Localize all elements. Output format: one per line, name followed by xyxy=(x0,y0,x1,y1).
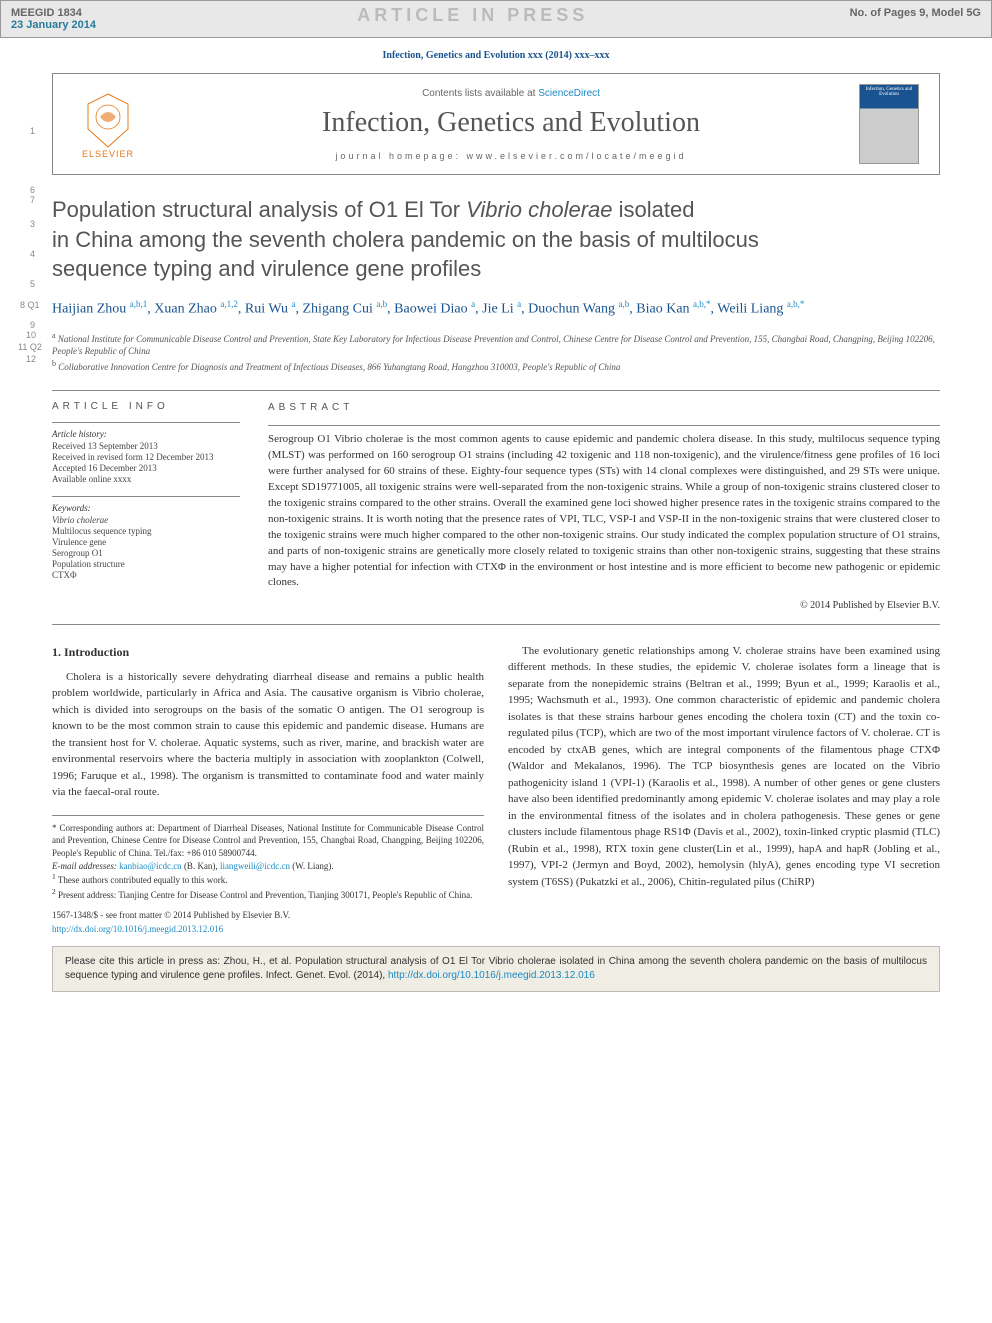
keyword: Population structure xyxy=(52,559,240,569)
pages-model: No. of Pages 9, Model 5G xyxy=(850,7,981,31)
article-info: ARTICLE INFO Article history: Received 1… xyxy=(52,391,252,624)
body-columns: 1. Introduction Cholera is a historicall… xyxy=(52,643,940,937)
contents-available: Contents lists available at ScienceDirec… xyxy=(163,88,859,99)
body-paragraph: The evolutionary genetic relationships a… xyxy=(508,643,940,891)
sciencedirect-link[interactable]: ScienceDirect xyxy=(538,88,600,99)
proof-date: 23 January 2014 xyxy=(11,19,96,31)
doi-block: 1567-1348/$ - see front matter © 2014 Pu… xyxy=(52,909,484,936)
abstract-text: Serogroup O1 Vibrio cholerae is the most… xyxy=(268,425,940,591)
footnote-1: 1 These authors contributed equally to t… xyxy=(52,872,484,887)
keywords-label: Keywords: xyxy=(52,503,240,513)
article-in-press-banner: ARTICLE IN PRESS xyxy=(357,5,588,31)
history-label: Article history: xyxy=(52,429,240,439)
article-title: Population structural analysis of O1 El … xyxy=(52,195,940,284)
email-link[interactable]: liangweili@icdc.cn xyxy=(220,861,290,871)
line-number: 9 xyxy=(30,320,35,330)
info-abstract-block: ARTICLE INFO Article history: Received 1… xyxy=(52,390,940,625)
line-number: 8 Q1 xyxy=(20,300,40,310)
keyword: Vibrio cholerae xyxy=(52,515,240,525)
keyword: Serogroup O1 xyxy=(52,548,240,558)
abstract-heading: ABSTRACT xyxy=(268,401,940,416)
corresponding-author: * Corresponding authors at: Department o… xyxy=(52,822,484,860)
citation-doi-link[interactable]: http://dx.doi.org/10.1016/j.meegid.2013.… xyxy=(388,970,595,981)
received-date: Received 13 September 2013 xyxy=(52,441,240,451)
email-addresses: E-mail addresses: kanbiao@icdc.cn (B. Ka… xyxy=(52,860,484,873)
line-number: 3 xyxy=(30,219,35,229)
revised-date: Received in revised form 12 December 201… xyxy=(52,452,240,462)
accepted-date: Accepted 16 December 2013 xyxy=(52,463,240,473)
doi-link[interactable]: http://dx.doi.org/10.1016/j.meegid.2013.… xyxy=(52,924,223,934)
article-info-heading: ARTICLE INFO xyxy=(52,401,240,412)
keyword: CTXΦ xyxy=(52,570,240,580)
footnotes: * Corresponding authors at: Department o… xyxy=(52,815,484,902)
journal-cover-thumbnail: Infection, Genetics and Evolution xyxy=(859,84,919,164)
keyword: Virulence gene xyxy=(52,537,240,547)
journal-masthead: ELSEVIER Contents lists available at Sci… xyxy=(52,73,940,175)
footnote-2: 2 Present address: Tianjing Centre for D… xyxy=(52,887,484,902)
abstract: ABSTRACT Serogroup O1 Vibrio cholerae is… xyxy=(252,391,940,624)
keyword: Multilocus sequence typing xyxy=(52,526,240,536)
body-paragraph: Cholera is a historically severe dehydra… xyxy=(52,669,484,801)
line-number: 6 xyxy=(30,185,35,195)
citation-box: Please cite this article in press as: Zh… xyxy=(52,946,940,992)
line-number: 11 Q2 xyxy=(18,342,42,352)
line-number: 12 xyxy=(26,354,36,364)
online-date: Available online xxxx xyxy=(52,474,240,484)
line-number: 1 xyxy=(30,126,35,136)
elsevier-text: ELSEVIER xyxy=(82,149,134,159)
copyright: © 2014 Published by Elsevier B.V. xyxy=(268,599,940,614)
elsevier-logo: ELSEVIER xyxy=(73,84,143,164)
email-link[interactable]: kanbiao@icdc.cn xyxy=(119,861,182,871)
line-number: 10 xyxy=(26,330,36,340)
proof-header: MEEGID 1834 23 January 2014 ARTICLE IN P… xyxy=(0,0,992,38)
journal-reference: Infection, Genetics and Evolution xxx (2… xyxy=(0,50,992,61)
authors-list: Haijian Zhou a,b,1, Xuan Zhao a,1,2, Rui… xyxy=(52,298,940,320)
journal-name: Infection, Genetics and Evolution xyxy=(163,107,859,139)
affiliations: a National Institute for Communicable Di… xyxy=(52,330,940,374)
journal-homepage: journal homepage: www.elsevier.com/locat… xyxy=(163,151,859,161)
article-code: MEEGID 1834 xyxy=(11,7,96,19)
line-number: 4 xyxy=(30,249,35,259)
left-column: 1. Introduction Cholera is a historicall… xyxy=(52,643,484,937)
line-number: 5 xyxy=(30,279,35,289)
right-column: The evolutionary genetic relationships a… xyxy=(508,643,940,937)
section-heading: 1. Introduction xyxy=(52,643,484,661)
